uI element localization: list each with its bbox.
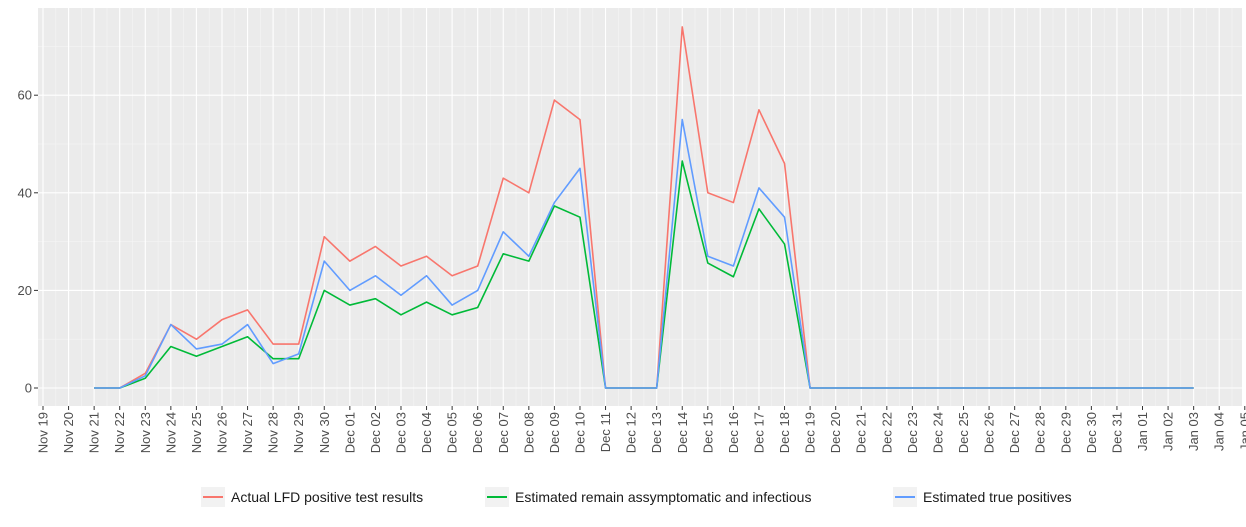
- x-tick-label: Dec 17: [751, 412, 766, 453]
- x-tick-label: Dec 08: [521, 412, 536, 453]
- x-tick-label: Dec 25: [956, 412, 971, 453]
- x-tick-label: Nov 20: [61, 412, 76, 453]
- major-gridlines: [38, 8, 1246, 406]
- x-tick-label: Dec 18: [777, 412, 792, 453]
- x-tick-label: Dec 21: [854, 412, 869, 453]
- x-tick-label: Dec 09: [547, 412, 562, 453]
- x-tick-label: Nov 25: [189, 412, 204, 453]
- x-tick-label: Dec 29: [1058, 412, 1073, 453]
- x-tick-label: Dec 04: [419, 412, 434, 453]
- x-tick-label: Dec 22: [879, 412, 894, 453]
- x-tick-label: Dec 20: [828, 412, 843, 453]
- x-tick-label: Nov 29: [291, 412, 306, 453]
- x-axis: Nov 19 Nov 20 Nov 21 Nov 22 Nov 23 Nov 24 Nov …: [36, 406, 1246, 453]
- x-tick-label: Jan 02: [1161, 412, 1176, 451]
- x-tick-label: Dec 13: [649, 412, 664, 453]
- x-tick-label: Dec 19: [803, 412, 818, 453]
- x-tick-label: Dec 11: [598, 412, 613, 452]
- x-tick-label: Nov 22: [112, 412, 127, 453]
- x-tick-label: Dec 05: [445, 412, 460, 453]
- minor-gridlines: [38, 8, 1242, 406]
- x-tick-label: Dec 02: [368, 412, 383, 453]
- legend-label: Estimated remain assymptomatic and infec…: [515, 489, 811, 505]
- x-tick-label: Dec 15: [700, 412, 715, 453]
- x-tick-label: Dec 01: [342, 412, 357, 453]
- x-tick-label: Dec 31: [1109, 412, 1124, 453]
- series-line-estimated-true-positives: [94, 118, 1194, 389]
- x-tick-label: Dec 28: [1033, 412, 1048, 453]
- x-tick-label: Dec 26: [982, 412, 997, 453]
- y-tick-label: 40: [18, 185, 32, 200]
- legend-label: Actual LFD positive test results: [231, 489, 423, 505]
- x-tick-label: Dec 27: [1007, 412, 1022, 453]
- x-tick-label: Nov 30: [317, 412, 332, 453]
- x-tick-label: Nov 21: [87, 412, 102, 453]
- x-tick-label: Nov 26: [214, 412, 229, 453]
- legend-label: Estimated true positives: [923, 489, 1072, 505]
- x-tick-label: Jan 01: [1135, 412, 1150, 451]
- x-tick-label: Nov 27: [240, 412, 255, 453]
- x-tick-label: Dec 07: [496, 412, 511, 453]
- x-tick-label: Nov 19: [36, 412, 51, 453]
- y-tick-label: 60: [18, 88, 32, 103]
- y-axis: 0 20 40 60: [18, 88, 38, 396]
- x-tick-label: Dec 23: [905, 412, 920, 453]
- x-tick-label: Nov 23: [138, 412, 153, 453]
- plot-panel: [38, 8, 1242, 406]
- x-tick-label: Dec 14: [675, 412, 690, 453]
- x-tick-label: Jan 03: [1186, 412, 1201, 451]
- x-tick-label: Jan 04: [1212, 412, 1227, 451]
- x-tick-label: Dec 06: [470, 412, 485, 453]
- y-tick-label: 20: [18, 283, 32, 298]
- legend: Actual LFD positive test results Estimate…: [201, 487, 1072, 507]
- x-tick-label: Dec 12: [624, 412, 639, 453]
- x-tick-label: Dec 24: [930, 412, 945, 453]
- x-tick-label: Nov 24: [163, 412, 178, 453]
- x-tick-label: Jan 05: [1237, 412, 1246, 451]
- series-lines: [94, 26, 1194, 389]
- x-tick-label: Dec 10: [572, 412, 587, 453]
- x-tick-label: Dec 16: [726, 412, 741, 453]
- x-tick-label: Nov 28: [266, 412, 281, 453]
- x-tick-label: Dec 03: [393, 412, 408, 453]
- y-tick-label: 0: [25, 381, 32, 396]
- x-tick-label: Dec 30: [1084, 412, 1099, 453]
